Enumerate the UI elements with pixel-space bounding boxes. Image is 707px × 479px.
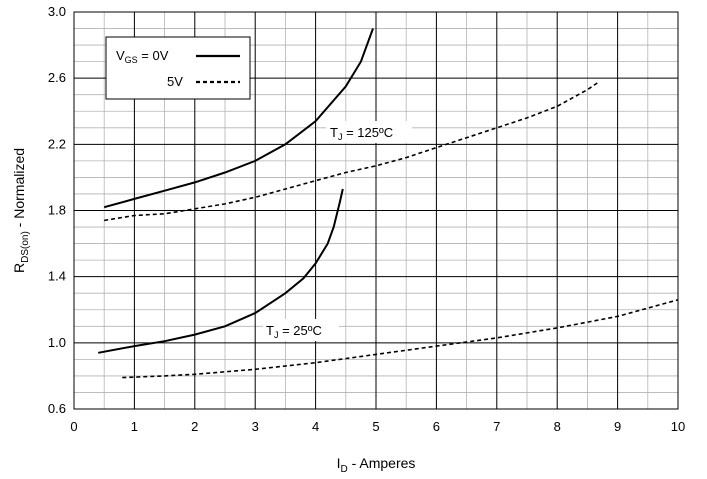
annotation-bg: [326, 121, 412, 143]
y-tick-labels: 0.6 1.0 1.4 1.8 2.2 2.6 3.0: [48, 4, 66, 416]
legend-box: [105, 36, 251, 100]
annotation-text: TJ = 125ºC: [330, 125, 393, 142]
x-tick-label: 5: [372, 419, 379, 434]
y-tick-label: 0.6: [48, 401, 66, 416]
x-tick-label: 0: [70, 419, 77, 434]
x-tick-label: 9: [614, 419, 621, 434]
y-axis-title: RDS(on) - Normalized: [11, 148, 31, 273]
annotation-text: TJ = 25ºC: [266, 323, 322, 340]
y-tick-label: 1.8: [48, 203, 66, 218]
x-tick-label: 3: [252, 419, 259, 434]
x-tick-label: 10: [671, 419, 685, 434]
plot-frame: [73, 11, 679, 410]
x-tick-label: 8: [554, 419, 561, 434]
series-line-1: [103, 28, 374, 209]
x-tick-label: 1: [131, 419, 138, 434]
series-line-3: [98, 188, 344, 354]
series-line-2: [104, 80, 600, 222]
y-tick-label: 1.0: [48, 335, 66, 350]
annotation-tj-25c: TJ = 25ºC: [263, 319, 339, 341]
x-tick-label: 7: [493, 419, 500, 434]
y-tick-label: 2.6: [48, 70, 66, 85]
x-tick-labels: 0 1 2 3 4 5 6 7 8 9 10: [70, 419, 685, 434]
legend-label-5v: 5V: [167, 74, 183, 89]
y-tick-label: 2.2: [48, 136, 66, 151]
legend: VGS = 0V 5V: [105, 36, 251, 100]
x-axis-title: ID - Amperes: [337, 455, 416, 475]
series-layer: [98, 28, 679, 379]
annotation-tj-125c: TJ = 125ºC: [326, 121, 412, 143]
x-tick-label: 4: [312, 419, 319, 434]
y-tick-label: 3.0: [48, 4, 66, 19]
series-line-4: [122, 299, 679, 379]
y-tick-label: 1.4: [48, 269, 66, 284]
annotation-bg: [263, 319, 339, 341]
x-tick-label: 6: [433, 419, 440, 434]
legend-label-vgs-0v: VGS = 0V: [116, 48, 169, 65]
x-tick-label: 2: [191, 419, 198, 434]
